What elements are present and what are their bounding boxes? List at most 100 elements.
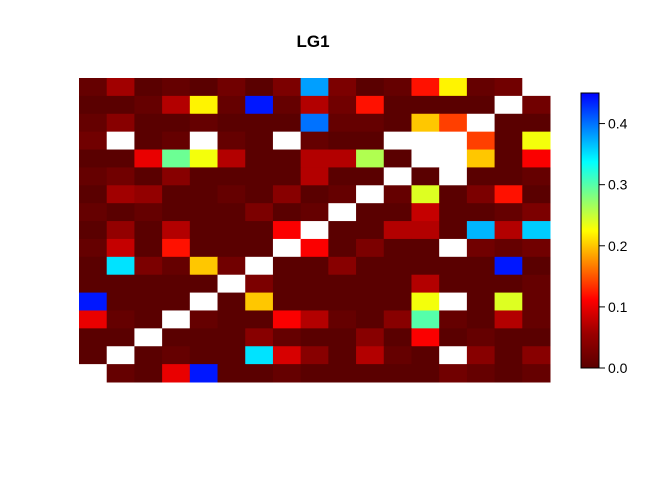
heatmap-cell bbox=[106, 310, 135, 329]
heatmap-cell bbox=[466, 238, 496, 258]
heatmap-cell bbox=[522, 238, 551, 258]
heatmap-cell bbox=[245, 364, 274, 383]
heatmap-cell bbox=[494, 113, 523, 133]
heatmap-cell bbox=[245, 113, 274, 133]
heatmap-cell bbox=[439, 364, 468, 383]
heatmap-cell bbox=[245, 274, 274, 294]
heatmap-cell bbox=[245, 149, 274, 168]
heatmap-cell bbox=[134, 256, 163, 276]
heatmap-cell bbox=[439, 185, 468, 204]
heatmap-cell bbox=[439, 328, 468, 347]
heatmap-cell bbox=[411, 292, 440, 311]
heatmap-cell bbox=[272, 185, 302, 204]
heatmap-cell bbox=[300, 346, 329, 365]
heatmap-cell bbox=[79, 256, 108, 276]
heatmap-cell bbox=[466, 149, 496, 168]
heatmap-cell bbox=[356, 364, 385, 383]
heatmap-cell bbox=[79, 149, 108, 168]
heatmap-cell bbox=[522, 167, 551, 186]
heatmap-cell bbox=[106, 185, 135, 204]
heatmap-cell bbox=[300, 185, 329, 204]
heatmap-cell bbox=[356, 113, 385, 133]
heatmap-cell bbox=[162, 256, 191, 276]
heatmap-cell bbox=[439, 274, 468, 294]
heatmap-cell bbox=[383, 131, 412, 151]
heatmap-cell bbox=[300, 131, 329, 151]
heatmap-cell bbox=[494, 167, 523, 186]
heatmap-cell bbox=[272, 167, 302, 186]
heatmap-cell bbox=[356, 185, 385, 204]
heatmap-cell bbox=[79, 328, 108, 347]
heatmap-cell bbox=[328, 185, 357, 204]
heatmap-cell bbox=[328, 328, 357, 347]
heatmap-cell bbox=[356, 78, 385, 97]
heatmap-cell bbox=[439, 203, 468, 222]
heatmap-cell bbox=[106, 274, 135, 294]
heatmap-cell bbox=[300, 328, 329, 347]
heatmap-cell bbox=[217, 292, 246, 311]
heatmap-cell bbox=[356, 203, 385, 222]
heatmap-cell bbox=[79, 203, 108, 222]
heatmap-cell bbox=[162, 167, 191, 186]
heatmap-cell bbox=[522, 95, 551, 115]
heatmap-cell bbox=[189, 149, 219, 168]
heatmap-cell bbox=[494, 149, 523, 168]
heatmap-cell bbox=[411, 256, 440, 276]
heatmap-cell bbox=[356, 95, 385, 115]
heatmap-cell bbox=[522, 346, 551, 365]
heatmap-cell bbox=[106, 238, 135, 258]
heatmap-cell bbox=[439, 292, 468, 311]
heatmap-cell bbox=[162, 292, 191, 311]
heatmap-cell bbox=[272, 95, 302, 115]
heatmap-cell bbox=[383, 113, 412, 133]
heatmap-cell bbox=[522, 185, 551, 204]
heatmap-cell bbox=[245, 167, 274, 186]
heatmap-cell bbox=[439, 346, 468, 365]
heatmap-cell bbox=[522, 113, 551, 133]
heatmap-cell bbox=[134, 78, 163, 97]
heatmap-cell bbox=[494, 78, 523, 97]
heatmap-cell bbox=[466, 185, 496, 204]
heatmap-cell bbox=[522, 328, 551, 347]
heatmap-cell bbox=[134, 238, 163, 258]
heatmap-cell bbox=[411, 221, 440, 240]
colorbar-tick-label: 0.4 bbox=[608, 116, 628, 132]
heatmap-cell bbox=[162, 131, 191, 151]
heatmap-cell bbox=[356, 292, 385, 311]
heatmap-cell bbox=[383, 149, 412, 168]
heatmap-cell bbox=[356, 328, 385, 347]
colorbar: 0.0 0.1 0.2 0.3 0.4 bbox=[580, 92, 628, 376]
heatmap-cell bbox=[162, 149, 191, 168]
heatmap-cell bbox=[217, 203, 246, 222]
heatmap-cell bbox=[466, 346, 496, 365]
heatmap-cell bbox=[356, 256, 385, 276]
heatmap-cell bbox=[134, 346, 163, 365]
heatmap-cell bbox=[162, 185, 191, 204]
heatmap-cell bbox=[189, 167, 219, 186]
heatmap-cell bbox=[300, 95, 329, 115]
heatmap-cell bbox=[494, 328, 523, 347]
heatmap-cell bbox=[466, 256, 496, 276]
heatmap-cell bbox=[411, 149, 440, 168]
heatmap-cell bbox=[383, 78, 412, 97]
heatmap-cell bbox=[494, 203, 523, 222]
heatmap-cell bbox=[134, 328, 163, 347]
heatmap-cell bbox=[189, 113, 219, 133]
heatmap-cell bbox=[189, 256, 219, 276]
heatmap-cell bbox=[494, 346, 523, 365]
heatmap-cell bbox=[217, 238, 246, 258]
heatmap-cell bbox=[272, 113, 302, 133]
heatmap-cell bbox=[245, 185, 274, 204]
heatmap-cell bbox=[300, 364, 329, 383]
heatmap-cell bbox=[245, 238, 274, 258]
heatmap-cell bbox=[272, 292, 302, 311]
heatmap-cell bbox=[272, 256, 302, 276]
heatmap-cell bbox=[439, 221, 468, 240]
heatmap-cell bbox=[272, 238, 302, 258]
heatmap-cell bbox=[217, 113, 246, 133]
heatmap-cell bbox=[356, 274, 385, 294]
chart-title: LG1 bbox=[296, 32, 329, 51]
heatmap-cell bbox=[134, 149, 163, 168]
